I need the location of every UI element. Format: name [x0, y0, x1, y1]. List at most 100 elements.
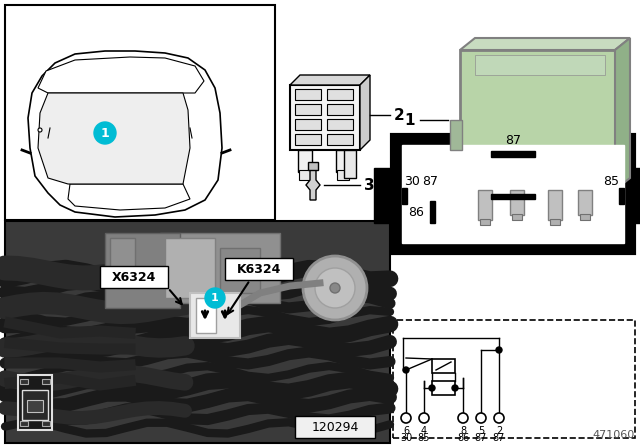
Bar: [430, 201, 435, 223]
Circle shape: [303, 256, 367, 320]
Polygon shape: [68, 184, 190, 210]
Bar: [18, 375, 52, 430]
Bar: [308, 162, 318, 170]
Text: 5: 5: [478, 426, 484, 436]
Circle shape: [94, 122, 116, 144]
Text: K6324: K6324: [237, 263, 281, 276]
Bar: [196, 298, 216, 333]
Text: 2: 2: [496, 426, 502, 436]
Bar: [402, 145, 624, 243]
Circle shape: [403, 367, 409, 373]
Text: 1: 1: [404, 112, 415, 128]
Bar: [374, 168, 392, 223]
Bar: [634, 168, 640, 223]
Bar: [460, 50, 615, 190]
Polygon shape: [38, 57, 204, 93]
Bar: [478, 190, 492, 220]
Bar: [225, 258, 293, 280]
Bar: [450, 120, 462, 150]
Circle shape: [429, 385, 435, 391]
Polygon shape: [360, 75, 370, 150]
Circle shape: [205, 288, 225, 308]
Bar: [491, 194, 535, 199]
Bar: [295, 416, 375, 438]
Bar: [105, 233, 180, 308]
Bar: [110, 238, 135, 273]
Polygon shape: [28, 51, 222, 217]
Circle shape: [476, 413, 486, 423]
Bar: [550, 219, 560, 225]
Text: 87: 87: [422, 175, 438, 188]
Text: 86: 86: [408, 206, 424, 219]
Text: 6: 6: [403, 426, 409, 436]
Text: 87: 87: [493, 433, 505, 443]
Circle shape: [458, 413, 468, 423]
Text: X6324: X6324: [112, 271, 156, 284]
Text: 120294: 120294: [311, 421, 358, 434]
Bar: [336, 150, 350, 172]
Circle shape: [494, 413, 504, 423]
Bar: [337, 170, 349, 180]
Bar: [327, 119, 353, 130]
Bar: [510, 190, 524, 215]
Text: 3: 3: [364, 177, 374, 193]
Circle shape: [315, 268, 355, 308]
Bar: [100, 266, 168, 288]
Bar: [295, 89, 321, 100]
Bar: [165, 238, 215, 298]
Circle shape: [419, 413, 429, 423]
Bar: [220, 248, 260, 293]
Bar: [344, 150, 356, 178]
Bar: [5, 5, 275, 220]
Circle shape: [496, 347, 502, 353]
Bar: [619, 188, 624, 204]
Text: 30: 30: [404, 175, 420, 188]
Bar: [580, 214, 590, 220]
Circle shape: [452, 385, 458, 391]
Bar: [27, 400, 43, 412]
Bar: [480, 219, 490, 225]
Bar: [299, 170, 311, 180]
Bar: [491, 151, 535, 157]
Bar: [22, 390, 48, 420]
Text: 87: 87: [475, 433, 487, 443]
Text: 8: 8: [460, 426, 466, 436]
Circle shape: [38, 128, 42, 132]
Bar: [295, 134, 321, 145]
Polygon shape: [460, 38, 630, 50]
Text: 86: 86: [457, 433, 469, 443]
Bar: [20, 379, 28, 384]
Bar: [402, 188, 407, 204]
Bar: [295, 119, 321, 130]
Bar: [432, 381, 455, 395]
Bar: [295, 104, 321, 115]
Text: 85: 85: [418, 433, 430, 443]
Text: 87: 87: [505, 134, 521, 147]
Bar: [327, 134, 353, 145]
Bar: [475, 55, 605, 75]
Polygon shape: [306, 170, 320, 200]
Bar: [548, 190, 562, 220]
Polygon shape: [38, 93, 190, 184]
Bar: [190, 293, 240, 338]
Text: 2: 2: [394, 108, 404, 122]
Circle shape: [401, 413, 411, 423]
Bar: [327, 89, 353, 100]
Text: 1: 1: [100, 126, 109, 139]
Bar: [5, 221, 390, 443]
Polygon shape: [290, 75, 370, 85]
Bar: [392, 135, 634, 253]
Text: 85: 85: [603, 175, 619, 188]
Bar: [298, 150, 312, 172]
Text: 1: 1: [211, 293, 219, 303]
Bar: [42, 421, 50, 426]
Bar: [393, 320, 635, 438]
Bar: [42, 379, 50, 384]
Bar: [20, 421, 28, 426]
Bar: [290, 85, 360, 150]
Bar: [512, 214, 522, 220]
Bar: [432, 359, 455, 373]
Bar: [327, 104, 353, 115]
Text: 4: 4: [421, 426, 427, 436]
Text: 30: 30: [400, 433, 412, 443]
